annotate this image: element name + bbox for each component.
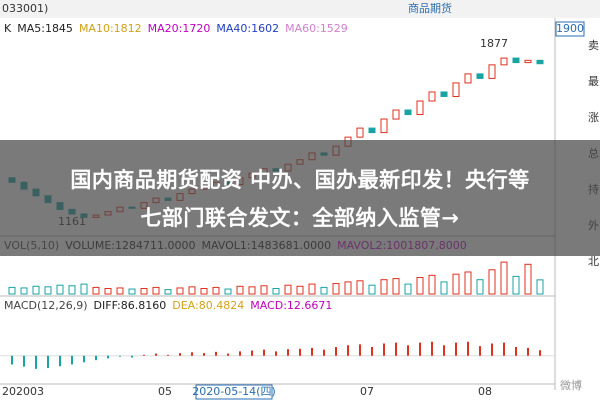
high-mark: 1877	[480, 37, 508, 50]
x-label: 05	[158, 385, 172, 398]
candle	[452, 82, 460, 97]
side-label: 最	[588, 75, 599, 88]
price-box	[555, 21, 585, 37]
candle	[476, 73, 484, 79]
price-box-text: 1900	[556, 22, 584, 35]
volume-bar	[524, 263, 532, 295]
volume-bar	[188, 286, 196, 295]
volume-bar	[320, 286, 328, 295]
volume-bar	[404, 283, 412, 295]
volume-bar	[500, 261, 508, 295]
volume-bar	[356, 280, 364, 295]
volume-bar	[8, 286, 16, 295]
volume-bar	[428, 274, 436, 295]
volume-bar	[272, 288, 280, 295]
side-label: 涨	[588, 111, 599, 124]
indicator-label: MACD(12,26,9)	[4, 299, 88, 312]
volume-bar	[488, 269, 496, 295]
side-label: 北	[588, 255, 599, 268]
menu[interactable]: 商品期货	[408, 1, 452, 15]
candle	[536, 59, 544, 65]
volume-bar	[128, 288, 136, 295]
volume-bar	[80, 283, 88, 295]
candle	[464, 73, 472, 84]
candle	[440, 91, 448, 97]
volume-bar	[380, 279, 388, 295]
volume-bar	[20, 287, 28, 295]
indicator-label: K	[4, 22, 12, 35]
x-label: 202003	[2, 385, 44, 398]
volume-bar	[200, 288, 208, 295]
volume-bar	[152, 286, 160, 295]
candle	[416, 100, 424, 116]
stock-code: 033001)	[2, 2, 48, 15]
cursor-box	[195, 384, 273, 400]
watermark: 微博	[560, 378, 582, 392]
volume-bar	[92, 286, 100, 295]
x-label: 08	[478, 385, 492, 398]
x-label: 07	[360, 385, 374, 398]
volume-bar	[68, 285, 76, 295]
candle	[488, 64, 496, 79]
indicator-label: DIFF:86.8160	[94, 299, 167, 312]
volume-bar	[512, 275, 520, 295]
volume-bar	[176, 287, 184, 295]
volume-bar	[440, 281, 448, 295]
volume-bar	[260, 285, 268, 295]
side-label: 卖	[588, 39, 599, 52]
volume-bar	[164, 289, 172, 295]
volume-bar	[476, 279, 484, 295]
cursor-date: 2020-05-14(四)	[192, 385, 276, 398]
indicator-label: DEA:80.4824	[172, 299, 244, 312]
volume-bar	[44, 286, 52, 295]
volume-bar	[296, 285, 304, 295]
volume-bar	[32, 285, 40, 295]
volume-bar	[116, 287, 124, 295]
indicator-label: MA10:1812	[79, 22, 142, 35]
candle	[356, 127, 364, 138]
volume-bar	[416, 277, 424, 295]
volume-bar	[236, 285, 244, 295]
headline-line: 七部门联合发文：全部纳入监管→	[140, 206, 460, 230]
candle	[512, 57, 520, 64]
volume-bar	[452, 273, 460, 295]
volume-bar	[344, 281, 352, 295]
candle	[500, 57, 508, 66]
volume-bar	[308, 283, 316, 295]
volume-bar	[284, 284, 292, 295]
candle	[368, 127, 376, 134]
news-banner[interactable]: 国内商品期货配资 中办、国办最新印发！央行等 七部门联合发文：全部纳入监管→	[0, 140, 600, 256]
indicator-label: MACD:12.6671	[250, 299, 332, 312]
volume-bar	[104, 288, 112, 295]
volume-bar	[224, 288, 232, 295]
volume-bar	[392, 278, 400, 295]
volume-bar	[140, 288, 148, 295]
candle	[392, 109, 400, 120]
candle	[380, 118, 388, 134]
candle	[404, 109, 412, 116]
volume-bar	[536, 279, 544, 295]
indicator-label: MA40:1602	[216, 22, 279, 35]
indicator-label: MA5:1845	[17, 22, 73, 35]
headline-line: 国内商品期货配资 中办、国办最新印发！央行等	[70, 168, 530, 192]
indicator-label: MA60:1529	[285, 22, 348, 35]
volume-bar	[464, 271, 472, 295]
volume-bar	[248, 286, 256, 295]
candle	[428, 91, 436, 102]
indicator-label: MA20:1720	[148, 22, 211, 35]
volume-bar	[368, 284, 376, 295]
volume-bar	[332, 283, 340, 295]
toolbar	[0, 0, 600, 18]
volume-bar	[56, 284, 64, 295]
candle	[524, 59, 532, 64]
volume-bar	[212, 286, 220, 295]
